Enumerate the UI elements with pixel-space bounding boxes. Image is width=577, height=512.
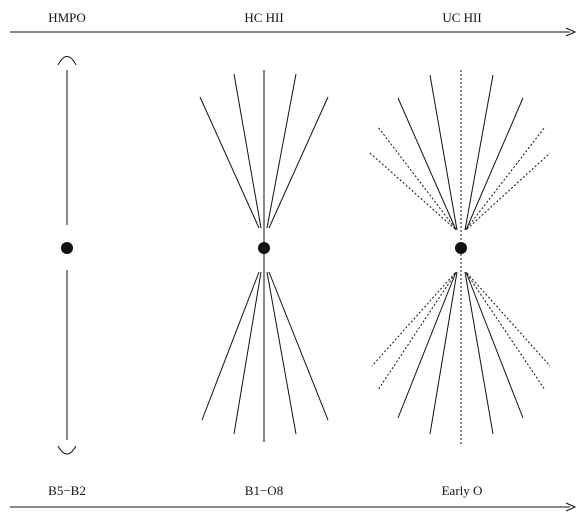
hmpo-outflow: [57, 56, 77, 455]
star-hc-hii: [258, 242, 270, 254]
time-arrow-bottom: [10, 502, 577, 512]
spectral-type-hmpo: B5−B2: [48, 483, 86, 498]
stage-label-hmpo: HMPO: [48, 10, 86, 25]
uc-hii-outflow-dotted: [369, 126, 551, 391]
spectral-type-uc-hii: Early O: [441, 483, 483, 498]
star-uc-hii: [455, 242, 467, 254]
spectral-type-hc-hii: B1−O8: [244, 483, 284, 498]
stage-label-hc-hii: HC HII: [244, 10, 284, 25]
hc-hii-outflow: [199, 70, 329, 442]
stage-label-uc-hii: UC HII: [442, 10, 482, 25]
star-hmpo: [61, 242, 73, 254]
time-arrow-top: [10, 27, 577, 37]
uc-hii-outflow-solid: [397, 74, 524, 435]
